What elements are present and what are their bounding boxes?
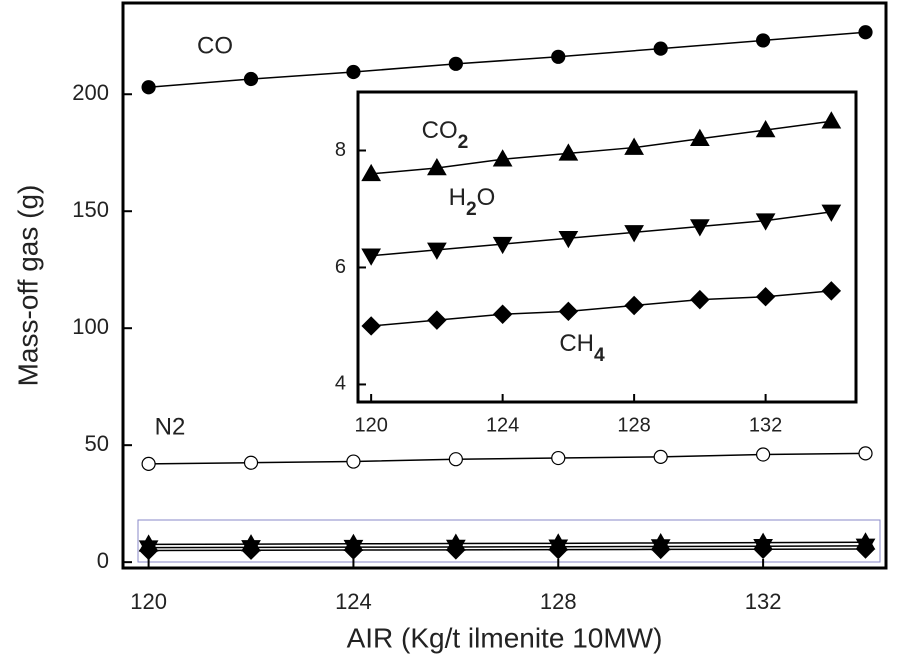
marker [690, 289, 710, 310]
series-label: N2 [155, 413, 186, 440]
marker [858, 446, 873, 461]
marker [624, 295, 644, 316]
x-axis-title: AIR (Kg/t ilmenite 10MW) [347, 622, 663, 653]
marker [558, 143, 579, 161]
marker [243, 71, 259, 87]
marker [653, 449, 668, 464]
marker [446, 540, 466, 560]
x-tick-label: 120 [354, 414, 387, 436]
series-line [371, 120, 832, 175]
series-label: CH4 [559, 330, 605, 365]
marker [821, 111, 842, 129]
marker [689, 219, 710, 237]
marker [492, 236, 513, 255]
x-tick-label: 120 [130, 589, 167, 614]
y-tick-label: 0 [97, 548, 109, 573]
series-label: H2O [449, 184, 496, 219]
x-tick-label: 124 [335, 589, 372, 614]
marker [624, 137, 644, 155]
x-tick-label: 132 [745, 589, 782, 614]
marker [821, 281, 842, 301]
y-axis-title: Mass-off gas (g) [12, 185, 43, 387]
marker [241, 540, 261, 560]
series-label: CO [197, 32, 233, 59]
marker [755, 213, 776, 231]
marker [756, 447, 771, 462]
marker [755, 120, 776, 138]
highlight-box [137, 519, 881, 563]
series-label: CO2 [422, 117, 469, 152]
marker [361, 248, 382, 266]
marker [141, 456, 156, 471]
marker [427, 158, 447, 176]
series-line [148, 548, 866, 552]
y-tick-label: 50 [85, 431, 109, 456]
marker [548, 539, 568, 560]
x-tick-label: 128 [617, 414, 650, 436]
marker [448, 452, 463, 467]
marker [343, 540, 364, 560]
series-line [148, 452, 866, 465]
marker [346, 454, 361, 469]
marker [653, 41, 668, 56]
x-tick-label: 128 [540, 589, 577, 614]
marker [858, 25, 873, 40]
marker [551, 49, 566, 64]
marker [141, 80, 156, 95]
marker [821, 204, 842, 222]
marker [755, 287, 776, 307]
marker [650, 539, 671, 560]
x-tick-label: 132 [749, 414, 782, 436]
x-tick-label: 124 [486, 414, 519, 436]
series-line [148, 545, 866, 549]
marker [448, 56, 463, 71]
series-line [148, 541, 866, 546]
series-line [148, 31, 866, 88]
marker [551, 450, 566, 466]
marker [689, 128, 710, 147]
marker [558, 301, 579, 322]
marker [756, 33, 771, 48]
y-tick-label: 4 [335, 373, 346, 395]
y-tick-label: 100 [72, 314, 109, 339]
marker [492, 304, 513, 324]
marker [361, 163, 382, 182]
marker [427, 242, 447, 260]
marker [138, 540, 159, 561]
y-tick-label: 200 [72, 80, 109, 105]
marker [492, 149, 513, 167]
marker [427, 310, 447, 330]
marker [624, 225, 644, 243]
marker [855, 539, 876, 559]
series-line [371, 211, 832, 257]
y-tick-label: 8 [335, 139, 346, 161]
marker [361, 316, 381, 336]
series-line [371, 290, 832, 327]
marker [558, 230, 579, 249]
marker [753, 539, 773, 559]
y-tick-label: 150 [72, 197, 109, 222]
y-tick-label: 6 [335, 256, 346, 278]
marker [346, 64, 361, 80]
marker [243, 455, 259, 470]
